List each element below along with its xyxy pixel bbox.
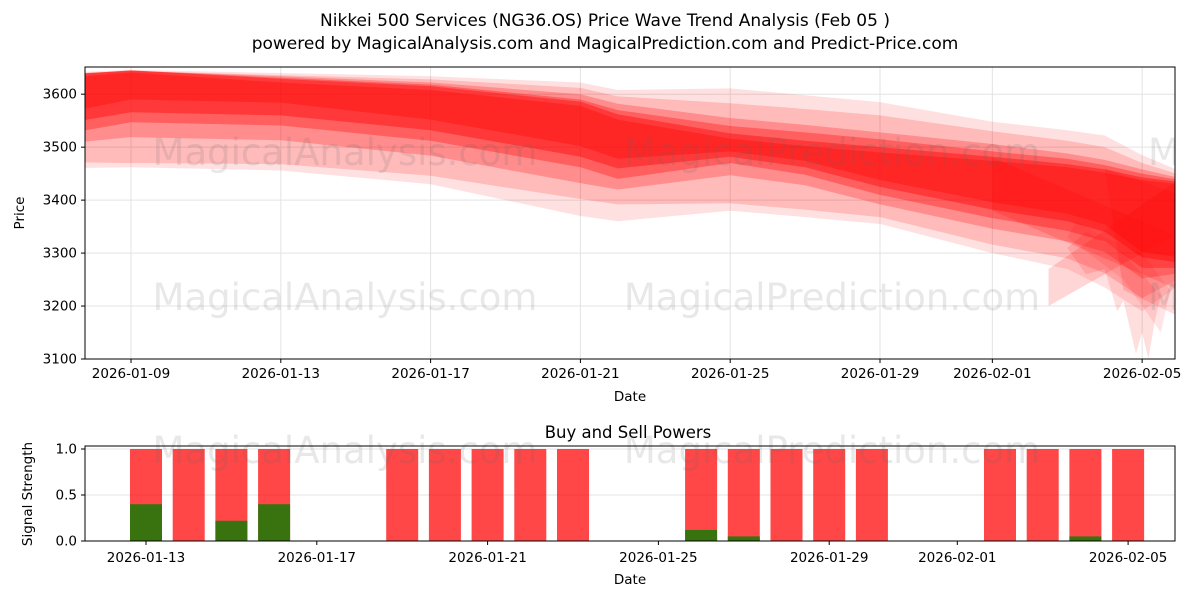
x-tick-label: 2026-01-29 — [841, 366, 919, 382]
sell-power-bar — [556, 449, 590, 541]
watermark-analysis-row1: MagicalAnalysis.com — [153, 131, 538, 174]
price-chart-axes: 3100 3200 3300 3400 3500 3600 2026-01-09 2026-0… — [43, 66, 1181, 382]
buy-power-bar — [685, 529, 718, 541]
fan-crossing-strip — [1104, 168, 1175, 315]
fan-band — [85, 70, 1175, 268]
watermark-analysis-row1-partial: MagicalAnalysis.com — [1148, 131, 1200, 174]
y-tick-label: 3300 — [43, 246, 77, 262]
signal-chart-title: Buy and Sell Powers — [545, 423, 712, 442]
price-y-axis-label: Price — [12, 197, 28, 230]
x-tick-label: 2026-01-25 — [691, 366, 769, 382]
price-plot-border — [84, 66, 1176, 360]
x-tick-label: 2026-02-05 — [1103, 366, 1181, 382]
buy-power-bar — [1069, 536, 1102, 541]
x-tick-label: 2026-02-01 — [918, 550, 996, 566]
x-tick-label: 2026-01-29 — [790, 550, 868, 566]
watermark-prediction-row2: MagicalPrediction.com — [624, 276, 1040, 319]
watermark-analysis-row2: MagicalAnalysis.com — [153, 276, 538, 319]
x-tick-label: 2026-01-25 — [619, 550, 697, 566]
signal-plot-border — [84, 445, 1176, 542]
y-tick-label: 1.0 — [56, 442, 77, 458]
x-tick-label: 2026-01-13 — [242, 366, 320, 382]
y-tick-label: 3100 — [43, 352, 77, 368]
buy-power-bar — [258, 504, 291, 541]
signal-chart-axes: 1.0 0.5 0.0 2026-01-13 2026-01-17 2026-01-21 2… — [56, 442, 1176, 566]
price-wave-bands — [85, 69, 1175, 359]
watermark-prediction-signal: MagicalPrediction.com — [624, 429, 1040, 472]
signal-bars — [129, 449, 1145, 541]
x-tick-label: 2026-01-09 — [92, 366, 170, 382]
watermark-prediction-row1: MagicalPrediction.com — [624, 131, 1040, 174]
x-tick-label: 2026-01-17 — [278, 550, 356, 566]
figure-title-line2: powered by MagicalAnalysis.com and Magic… — [252, 34, 959, 54]
y-tick-label: 3500 — [43, 140, 77, 156]
buy-power-bar — [727, 536, 760, 541]
y-tick-label: 3600 — [43, 87, 77, 103]
price-chart-grid — [85, 67, 1175, 360]
x-tick-label: 2026-01-13 — [107, 550, 185, 566]
x-tick-label: 2026-01-21 — [541, 366, 619, 382]
watermark-analysis-row2-partial: MagicalAnalysis.com — [1148, 276, 1200, 319]
y-tick-label: 3400 — [43, 193, 77, 209]
sell-power-bar — [428, 449, 461, 541]
price-x-axis-label: Date — [614, 389, 646, 405]
x-tick-label: 2026-01-21 — [448, 550, 526, 566]
fan-band — [85, 69, 1175, 312]
signal-y-axis-label: Signal Strength — [20, 442, 36, 546]
figure-title-line1: Nikkei 500 Services (NG36.OS) Price Wave… — [320, 11, 890, 31]
watermarks-price-chart: MagicalAnalysis.com MagicalPrediction.co… — [153, 131, 1200, 319]
watermark-analysis-signal: MagicalAnalysis.com — [153, 429, 538, 472]
sell-power-bar — [1026, 449, 1059, 541]
sell-power-bar — [172, 449, 205, 541]
y-tick-label: 0.5 — [56, 488, 77, 504]
sell-power-bar — [471, 449, 504, 541]
y-tick-label: 0.0 — [56, 534, 77, 550]
sell-power-bar — [855, 449, 888, 541]
x-tick-label: 2026-02-01 — [953, 366, 1031, 382]
x-tick-label: 2026-02-05 — [1089, 550, 1167, 566]
buy-power-bar — [215, 520, 248, 541]
sell-power-bar — [386, 449, 419, 541]
fan-band — [85, 70, 1175, 262]
sell-power-bar — [727, 449, 760, 541]
fan-spike-tail — [1067, 221, 1171, 333]
sell-power-bar — [770, 449, 803, 541]
watermarks-signal-chart: MagicalAnalysis.com MagicalPrediction.co… — [153, 429, 1041, 472]
buy-power-bar — [129, 504, 163, 541]
sell-power-bar — [514, 449, 547, 541]
sell-power-bar — [983, 449, 1017, 541]
signal-x-axis-label: Date — [614, 572, 646, 588]
fan-spike-tail — [1067, 231, 1161, 359]
fan-crossing-strip — [992, 157, 1175, 289]
fan-band — [85, 70, 1175, 279]
sell-power-bar — [1112, 449, 1145, 541]
x-tick-label: 2026-01-17 — [391, 366, 469, 382]
sell-power-bar — [685, 449, 718, 541]
sell-power-bar — [813, 449, 846, 541]
sell-power-bar — [1069, 449, 1102, 541]
fan-band — [85, 70, 1175, 299]
fan-crossing-strip — [1048, 182, 1175, 307]
fan-band — [85, 72, 1175, 257]
y-tick-label: 3200 — [43, 299, 77, 315]
